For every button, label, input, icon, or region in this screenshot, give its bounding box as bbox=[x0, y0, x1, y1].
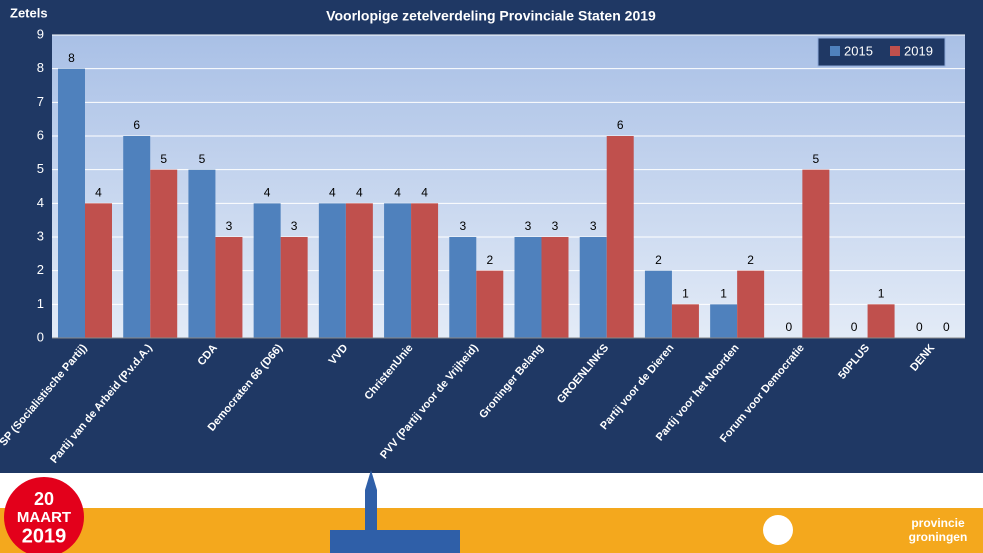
bar bbox=[476, 270, 504, 338]
value-label: 5 bbox=[813, 152, 820, 166]
bar bbox=[449, 237, 477, 338]
y-tick-label: 7 bbox=[37, 94, 44, 109]
y-tick-label: 8 bbox=[37, 60, 44, 75]
bar bbox=[671, 304, 699, 338]
bar bbox=[123, 136, 151, 338]
value-label: 5 bbox=[160, 152, 167, 166]
value-label: 1 bbox=[878, 287, 885, 301]
legend: 2015 2019 bbox=[817, 37, 946, 67]
logo-month: MAART bbox=[17, 509, 71, 526]
y-tick-label: 0 bbox=[37, 329, 44, 344]
value-label: 0 bbox=[851, 320, 858, 334]
value-label: 4 bbox=[356, 186, 363, 200]
bar bbox=[253, 203, 281, 338]
legend-swatch bbox=[830, 46, 840, 56]
bar bbox=[867, 304, 895, 338]
org-region: groningen bbox=[909, 530, 968, 544]
logo-circle bbox=[4, 477, 84, 553]
value-label: 3 bbox=[291, 219, 298, 233]
y-tick-label: 5 bbox=[37, 161, 44, 176]
value-label: 4 bbox=[95, 186, 102, 200]
legend-label: 2019 bbox=[904, 43, 933, 58]
y-tick-label: 2 bbox=[37, 262, 44, 277]
value-label: 4 bbox=[264, 186, 271, 200]
footer-strip bbox=[0, 473, 983, 508]
bar bbox=[85, 203, 112, 338]
bar bbox=[541, 237, 569, 338]
bar bbox=[215, 237, 243, 338]
value-label: 0 bbox=[916, 320, 923, 334]
bar bbox=[411, 203, 439, 338]
bar bbox=[514, 237, 542, 338]
bar bbox=[345, 203, 373, 338]
value-label: 0 bbox=[786, 320, 793, 334]
value-label: 3 bbox=[590, 219, 597, 233]
y-tick-label: 1 bbox=[37, 296, 44, 311]
bar bbox=[710, 304, 738, 338]
bar bbox=[802, 169, 830, 338]
bar bbox=[280, 237, 308, 338]
value-label: 3 bbox=[552, 219, 559, 233]
value-label: 3 bbox=[459, 219, 466, 233]
value-label: 6 bbox=[133, 118, 140, 132]
y-tick-label: 9 bbox=[37, 26, 44, 41]
bar bbox=[644, 270, 672, 338]
logo-day: 20 bbox=[34, 489, 54, 509]
bar bbox=[150, 169, 178, 338]
bar bbox=[58, 68, 85, 339]
bar bbox=[384, 203, 412, 338]
value-label: 4 bbox=[329, 186, 336, 200]
skyline bbox=[330, 470, 460, 553]
bar bbox=[579, 237, 607, 338]
logo-year: 2019 bbox=[22, 525, 67, 547]
chart-title: Voorlopige zetelverdeling Provinciale St… bbox=[326, 8, 656, 24]
value-label: 6 bbox=[617, 118, 624, 132]
value-label: 3 bbox=[226, 219, 233, 233]
bar bbox=[318, 203, 346, 338]
legend-swatch bbox=[890, 46, 900, 56]
value-label: 4 bbox=[421, 186, 428, 200]
bar bbox=[737, 270, 765, 338]
y-tick-label: 6 bbox=[37, 127, 44, 142]
bar bbox=[188, 169, 216, 338]
value-label: 2 bbox=[747, 253, 754, 267]
value-label: 2 bbox=[655, 253, 662, 267]
legend-label: 2015 bbox=[844, 43, 873, 58]
value-label: 4 bbox=[394, 186, 401, 200]
value-label: 1 bbox=[682, 287, 689, 301]
value-label: 3 bbox=[525, 219, 532, 233]
value-label: 5 bbox=[199, 152, 206, 166]
y-tick-label: 4 bbox=[37, 195, 44, 210]
value-label: 0 bbox=[943, 320, 950, 334]
org-logo bbox=[763, 515, 793, 545]
bar bbox=[606, 136, 634, 338]
org-name: provincie bbox=[911, 516, 965, 530]
footer-band bbox=[0, 508, 983, 553]
value-label: 2 bbox=[486, 253, 493, 267]
y-axis-label: Zetels bbox=[10, 5, 48, 20]
y-tick-label: 3 bbox=[37, 228, 44, 243]
value-label: 1 bbox=[720, 287, 727, 301]
value-label: 8 bbox=[68, 51, 75, 65]
